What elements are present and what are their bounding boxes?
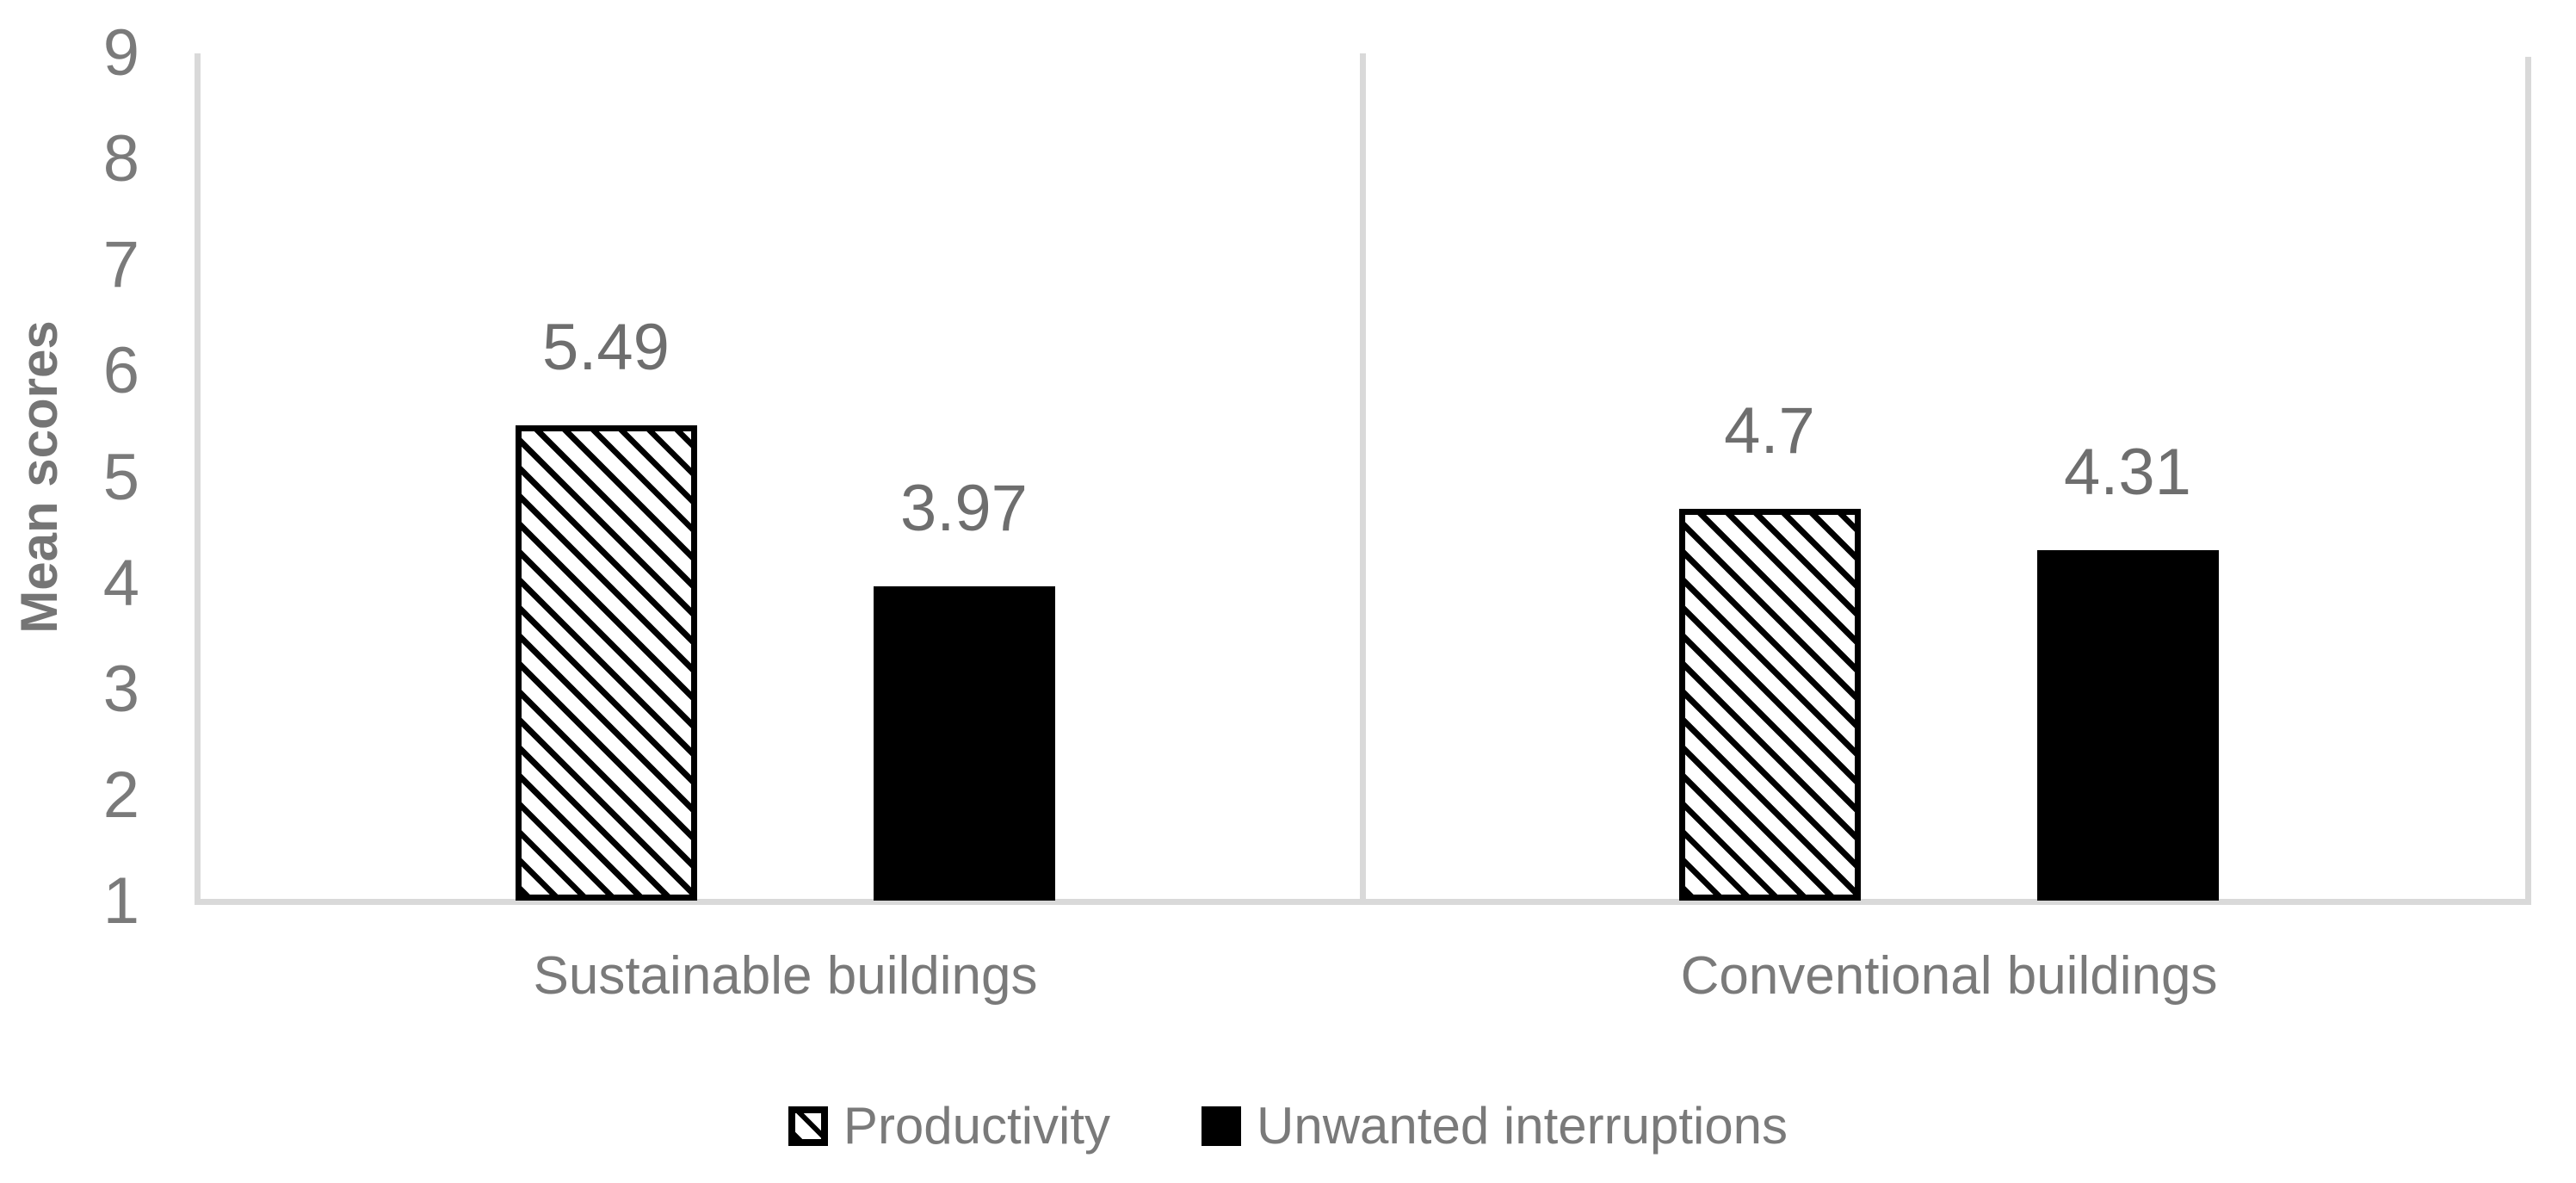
plot-right-border-line — [2525, 57, 2531, 905]
y-tick-label-6: 6 — [102, 334, 139, 408]
legend-item-productivity: Productivity — [788, 1092, 1110, 1161]
y-tick-label-7: 7 — [102, 228, 139, 302]
legend: Productivity Unwanted interruptions — [0, 1092, 2576, 1161]
legend-label: Productivity — [843, 1097, 1111, 1155]
unwanted-interruptions-bar-1 — [873, 586, 1055, 901]
y-tick-label-5: 5 — [102, 440, 139, 514]
y-tick-label-8: 8 — [102, 122, 139, 196]
category-label-2: Conventional buildings — [1680, 946, 2218, 1006]
x-axis-baseline — [195, 899, 2531, 905]
hatched-swatch-icon — [788, 1106, 828, 1146]
productivity-bar-2 — [1678, 509, 1861, 901]
y-tick-label-4: 4 — [102, 546, 139, 620]
unwanted-interruptions-bar-2 — [2036, 550, 2219, 901]
value-label-4.7: 4.7 — [1724, 394, 1815, 468]
category-divider-line — [1360, 53, 1366, 905]
productivity-bar-1 — [515, 425, 697, 901]
value-label-3.97: 3.97 — [900, 472, 1028, 546]
black-swatch-icon — [1202, 1106, 1242, 1146]
y-tick-label-3: 3 — [102, 652, 139, 726]
category-label-1: Sustainable buildings — [533, 946, 1038, 1006]
y-tick-label-2: 2 — [102, 758, 139, 832]
y-tick-label-9: 9 — [102, 16, 139, 90]
value-label-5.49: 5.49 — [542, 311, 670, 385]
y-tick-label-1: 1 — [102, 864, 139, 938]
value-label-4.31: 4.31 — [2064, 436, 2191, 510]
y-axis-line — [195, 53, 201, 905]
legend-label: Unwanted interruptions — [1257, 1097, 1788, 1155]
legend-item-unwanted-interruptions: Unwanted interruptions — [1202, 1092, 1788, 1161]
